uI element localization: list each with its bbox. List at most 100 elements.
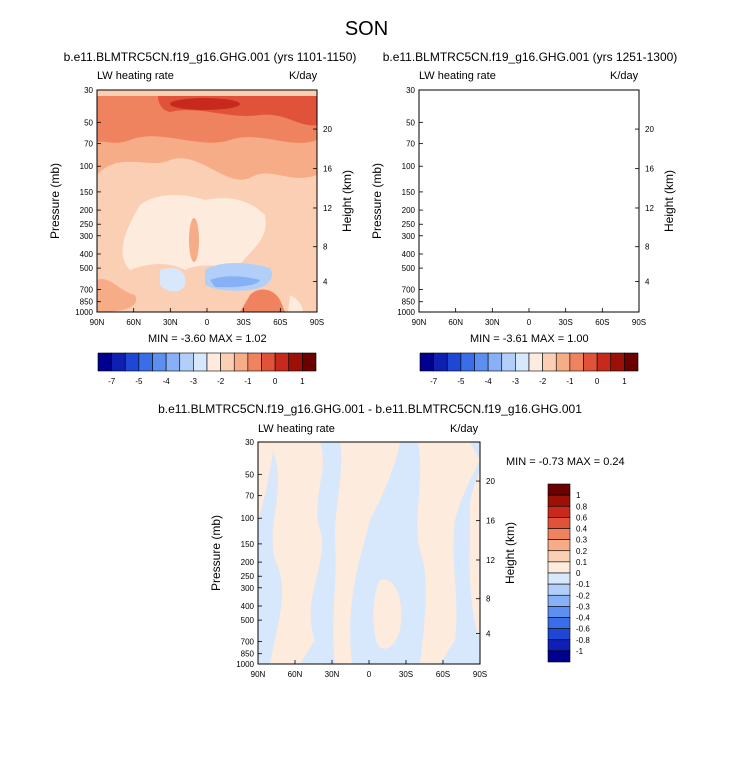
colorbar-box <box>547 505 571 518</box>
y-tick-label: 850 <box>241 650 255 659</box>
x-tick-label: 60S <box>595 318 609 327</box>
panel-3-right-label: K/day <box>450 423 479 435</box>
y-tick-label: 200 <box>402 206 416 215</box>
y-tick-label: 150 <box>402 188 416 197</box>
panel-2-heatmap <box>419 90 639 312</box>
y-tick-label-right: 4 <box>645 277 650 286</box>
panel-1-ylabel: Pressure (mb) <box>48 163 62 239</box>
y-tick-label: 200 <box>80 206 94 215</box>
colorbar-box <box>97 352 112 372</box>
y-tick-label: 50 <box>245 470 254 479</box>
x-tick-label: 60S <box>436 670 450 679</box>
panel-3-left-label: LW heating rate <box>258 423 335 435</box>
y-tick-label: 250 <box>402 220 416 229</box>
colorbar-box <box>124 352 140 372</box>
y-tick-label: 30 <box>245 438 254 447</box>
y-tick-label-right: 8 <box>486 595 491 604</box>
x-tick-label: 30N <box>325 670 340 679</box>
colorbar-label: -4 <box>485 377 493 386</box>
colorbar-box <box>547 517 571 529</box>
colorbar-box <box>542 352 557 372</box>
x-tick-label: 30N <box>485 318 500 327</box>
panel-3-min-max: MIN = -0.73 MAX = 0.24 <box>506 456 625 468</box>
colorbar-box <box>547 494 571 507</box>
y-tick-label-right: 4 <box>486 629 491 638</box>
colorbar-label: 0.6 <box>576 513 588 522</box>
colorbar-box <box>547 550 571 563</box>
y-tick-label-right: 16 <box>323 165 332 174</box>
colorbar-box <box>179 352 194 372</box>
colorbar-label: -0.3 <box>576 602 590 611</box>
y-tick-label-right: 20 <box>645 125 654 134</box>
colorbar-box <box>274 352 290 372</box>
x-tick-label: 60S <box>273 318 287 327</box>
colorbar-box <box>111 352 126 372</box>
colorbar-box <box>501 352 516 372</box>
colorbar-box <box>220 352 235 372</box>
colorbar-label: -0.4 <box>576 614 590 623</box>
panel-3-ylabel-right: Height (km) <box>503 522 517 584</box>
panel-1-title: b.e11.BLMTRC5CN.f19_g16.GHG.001 (yrs 110… <box>63 50 357 64</box>
y-tick-label-right: 12 <box>323 204 332 213</box>
colorbar-label: -5 <box>135 377 143 386</box>
colorbar-box <box>206 352 221 372</box>
y-tick-label: 700 <box>402 285 416 294</box>
panel-2-frame <box>418 89 640 313</box>
colorbar-box <box>487 352 503 372</box>
y-tick-label: 50 <box>84 118 93 127</box>
y-tick-label: 30 <box>84 86 93 95</box>
y-tick-label: 70 <box>245 492 254 501</box>
colorbar-box <box>152 352 167 372</box>
y-tick-label-right: 16 <box>645 165 654 174</box>
colorbar-box <box>547 528 571 540</box>
y-tick-label: 100 <box>80 162 94 171</box>
colorbar-box <box>555 352 571 372</box>
colorbar-box <box>528 352 543 372</box>
colorbar-label: 0 <box>576 569 581 578</box>
colorbar-label: -0.2 <box>576 591 590 600</box>
colorbar-box <box>624 352 639 372</box>
panel-1-min-max: MIN = -3.60 MAX = 1.02 <box>148 333 267 345</box>
colorbar-label: -1 <box>576 647 584 656</box>
y-tick-label-right: 16 <box>486 517 495 526</box>
colorbar-label: 1 <box>300 377 305 386</box>
colorbar-label: -1 <box>244 377 252 386</box>
x-tick-label: 90S <box>632 318 646 327</box>
y-tick-label: 400 <box>241 602 255 611</box>
panel-1-heatmap <box>97 90 317 312</box>
colorbar-label: 1 <box>576 491 581 500</box>
colorbar-label: -2 <box>539 377 547 386</box>
x-tick-label: 90S <box>473 670 487 679</box>
colorbar-label: -7 <box>430 377 438 386</box>
colorbar-label: 1 <box>622 377 627 386</box>
colorbar-label: -1 <box>566 377 574 386</box>
y-tick-label: 50 <box>406 118 415 127</box>
y-tick-label: 1000 <box>75 308 93 317</box>
colorbar-box <box>138 352 153 372</box>
x-tick-label: 60N <box>288 670 303 679</box>
colorbar-box <box>288 352 303 372</box>
colorbar-box <box>419 352 434 372</box>
y-tick-label: 850 <box>80 298 94 307</box>
colorbar-label: -0.8 <box>576 636 590 645</box>
y-tick-label: 150 <box>80 188 94 197</box>
colorbar-label: 0 <box>595 377 600 386</box>
colorbar-box <box>569 352 584 372</box>
y-tick-label: 100 <box>402 162 416 171</box>
colorbar-box <box>547 561 571 574</box>
y-tick-label: 500 <box>241 616 255 625</box>
x-tick-label: 60N <box>126 318 141 327</box>
panel-2-ylabel-right: Height (km) <box>662 170 676 232</box>
y-tick-label-right: 12 <box>486 556 495 565</box>
colorbar-label: 0.2 <box>576 547 588 556</box>
y-tick-label: 1000 <box>236 660 254 669</box>
x-tick-label: 0 <box>527 318 532 327</box>
x-tick-label: 30N <box>163 318 178 327</box>
colorbar-box <box>547 583 571 596</box>
y-tick-label: 300 <box>241 584 255 593</box>
panel-1-left-label: LW heating rate <box>97 70 174 82</box>
colorbar-box <box>193 352 208 372</box>
x-tick-label: 0 <box>367 670 372 679</box>
panel-2-title: b.e11.BLMTRC5CN.f19_g16.GHG.001 (yrs 125… <box>382 50 678 64</box>
